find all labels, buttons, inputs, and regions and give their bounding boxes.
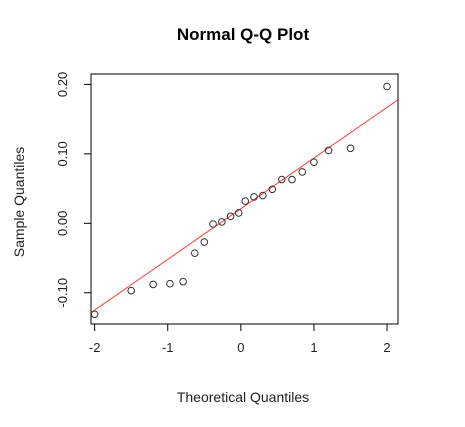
- data-point: [90, 310, 99, 319]
- chart-title: Normal Q-Q Plot: [177, 25, 310, 44]
- data-point: [310, 158, 318, 166]
- data-point: [268, 185, 277, 194]
- y-tick-label: 0.00: [55, 211, 70, 236]
- x-tick-label: -2: [89, 340, 101, 355]
- data-point: [226, 212, 235, 221]
- data-point: [250, 193, 258, 201]
- x-tick-label: -1: [162, 340, 174, 355]
- data-point: [324, 146, 333, 155]
- data-point: [234, 209, 243, 217]
- x-axis: -2 -1 0 1 2: [89, 324, 391, 355]
- x-tick-label: 1: [310, 340, 317, 355]
- y-axis-label: Sample Quantiles: [11, 147, 27, 258]
- data-point: [277, 175, 286, 184]
- y-tick-label: 0.20: [55, 72, 70, 97]
- data-point: [190, 249, 199, 257]
- reference-line: [91, 99, 398, 314]
- data-point: [241, 197, 250, 205]
- y-axis: -0.10 0.00 0.10 0.20: [55, 72, 91, 308]
- y-tick-label: -0.10: [55, 278, 70, 308]
- x-tick-label: 2: [383, 340, 390, 355]
- x-tick-label: 0: [237, 340, 244, 355]
- data-point: [179, 277, 187, 286]
- y-tick-label: 0.10: [55, 141, 70, 166]
- data-point: [383, 82, 391, 91]
- x-axis-label: Theoretical Quantiles: [177, 389, 309, 405]
- data-point: [346, 144, 355, 153]
- plot-frame: [90, 73, 399, 325]
- data-point: [200, 238, 209, 246]
- data-point: [298, 168, 307, 176]
- data-point: [258, 191, 267, 200]
- data-point: [218, 218, 226, 226]
- data-point: [209, 220, 217, 228]
- data-point: [127, 286, 136, 295]
- data-point: [149, 280, 157, 289]
- reference-line-layer: [91, 99, 398, 314]
- data-point: [166, 279, 174, 288]
- points-layer: [90, 82, 391, 319]
- data-point: [288, 175, 296, 184]
